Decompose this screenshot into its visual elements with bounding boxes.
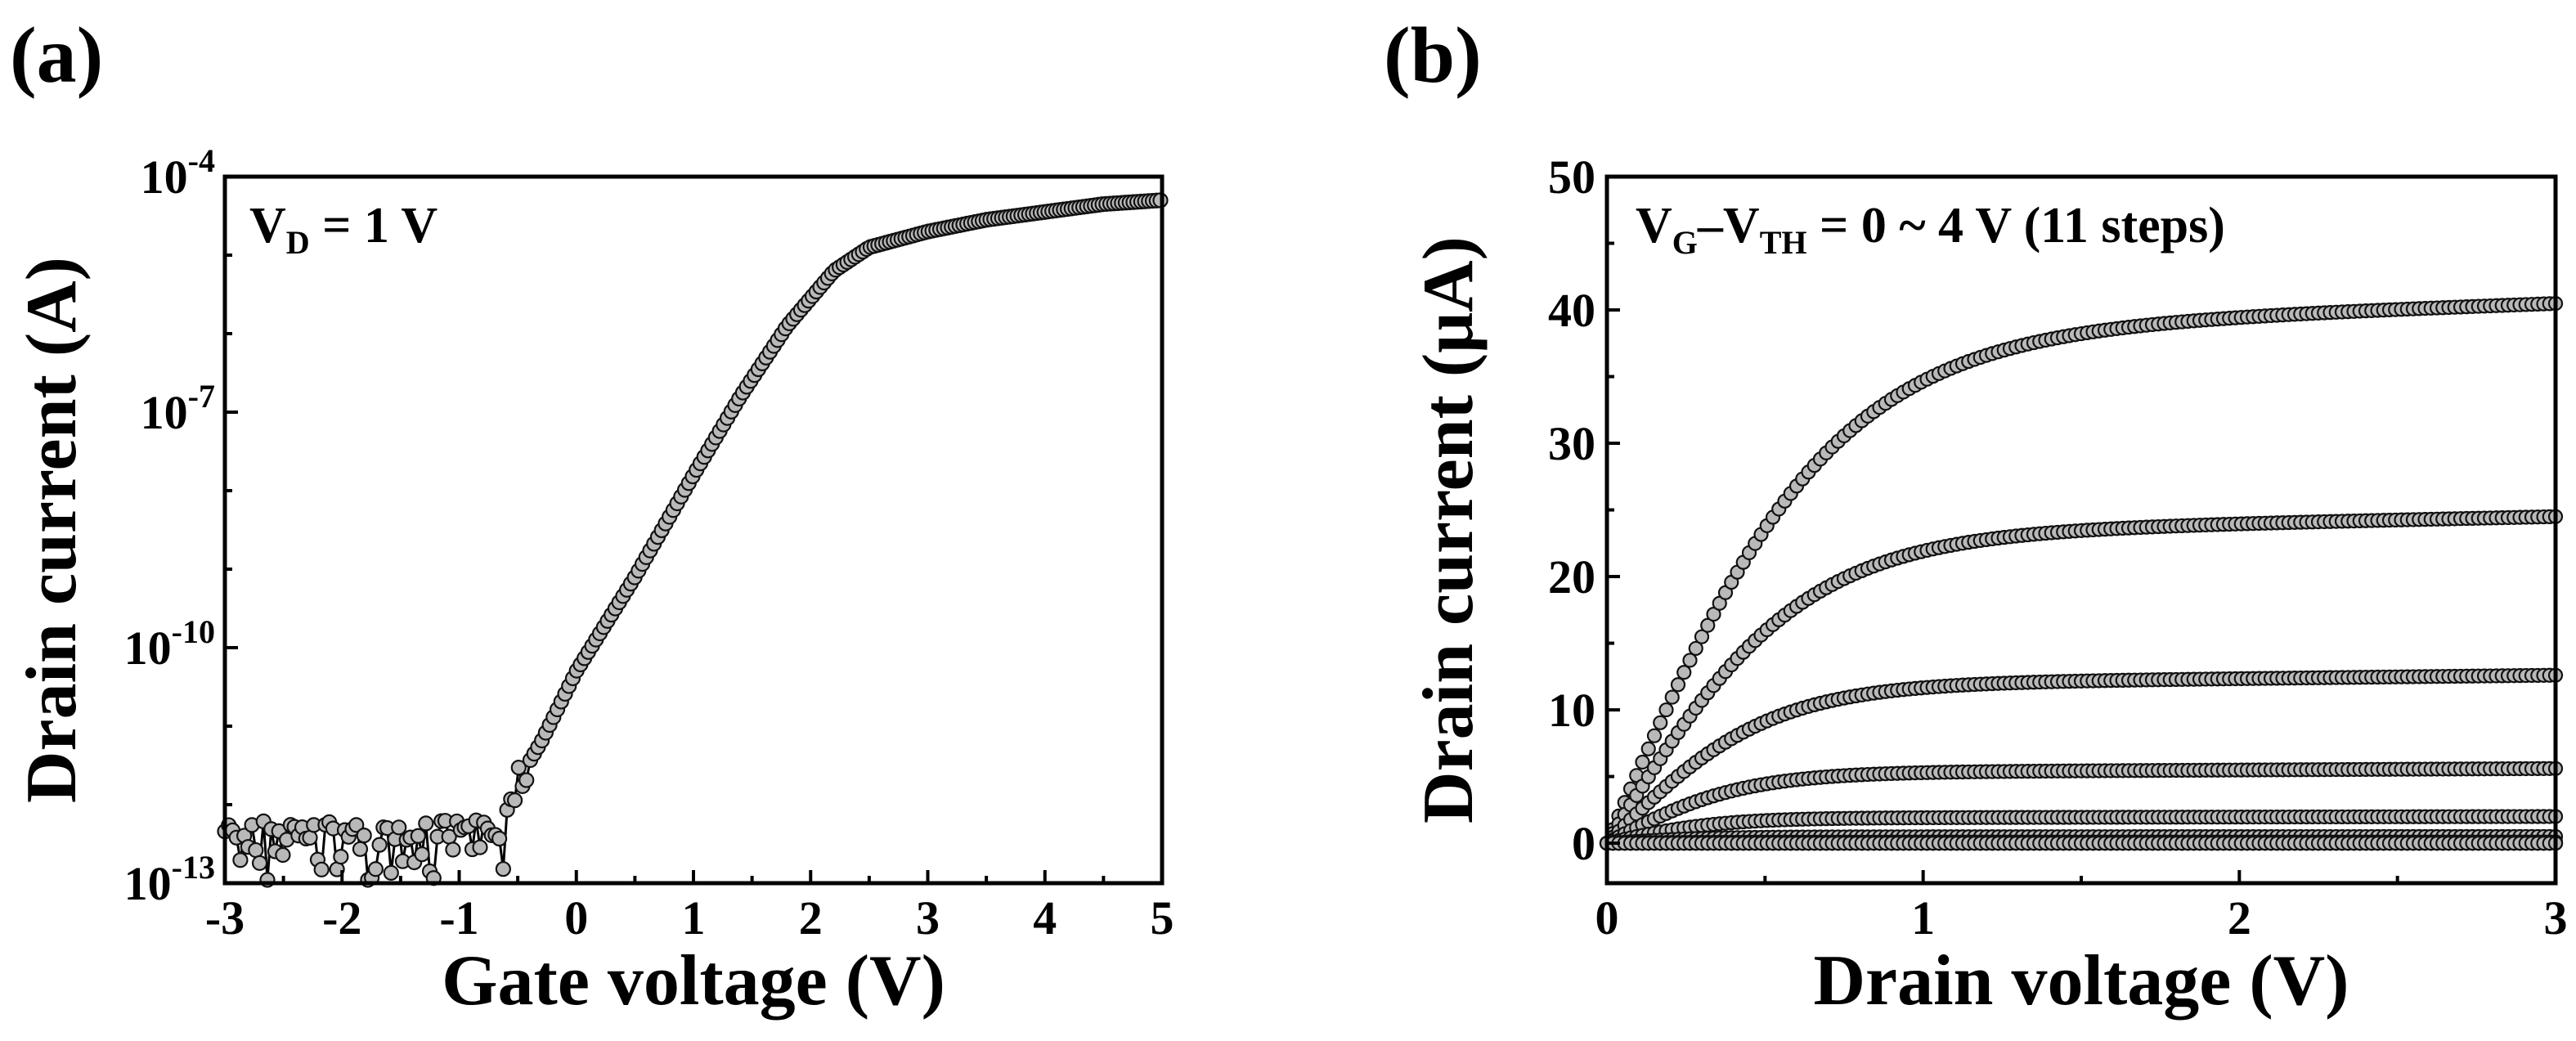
panel-a-data-point	[232, 852, 249, 868]
panel-a-data-point	[333, 848, 349, 865]
panel-a-xtick-label: -1	[439, 891, 478, 945]
panel-a-data-point	[410, 828, 426, 844]
panel-a-data-point	[383, 864, 399, 881]
panel-b-data-point	[1664, 689, 1680, 705]
panel-b-data-point	[1682, 653, 1698, 668]
panel-a-xtick-label: 4	[1033, 891, 1057, 945]
panel-a-frame	[222, 174, 1165, 886]
panel-a-xtick-label: -3	[205, 891, 245, 945]
panel-a-data-point	[275, 846, 291, 864]
panel-b-xtick-label: 1	[1911, 891, 1935, 945]
panel-b-data-point	[1640, 741, 1656, 756]
panel-a-marks	[217, 192, 1169, 888]
panel-a-data-point	[367, 861, 384, 877]
panel-a-data-point	[248, 841, 264, 859]
panel-a: (a) -3 -2 -1 0 1 2 3 4 5 10-4 10-7 10-10 10-13 VD = …	[10, 11, 1174, 1021]
panel-b-ylabel: Drain current (μA)	[1409, 236, 1488, 823]
panel-a-label: (a)	[10, 11, 103, 100]
panel-a-xtick-label: 1	[682, 891, 706, 945]
panel-b-data-point	[1653, 715, 1668, 730]
panel-a-ytick-label: 10-13	[124, 849, 215, 910]
panel-a-data-point	[352, 841, 369, 857]
panel-a-data-point	[418, 815, 434, 832]
panel-a-xlabel: Gate voltage (V)	[442, 941, 945, 1021]
panel-b-label: (b)	[1384, 11, 1482, 100]
panel-a-data-point	[302, 829, 318, 846]
panel-a-series-line	[223, 199, 1161, 882]
panel-b-ytick-label: 10	[1548, 684, 1595, 737]
panel-a-xtick-label: 0	[564, 891, 588, 945]
panel-a-annotation: VD = 1 V	[249, 198, 438, 261]
panel-a-xtick-label: 5	[1151, 891, 1174, 945]
panel-b-ytick-label: 20	[1548, 550, 1595, 604]
panel-b-data-point	[1658, 702, 1674, 718]
panel-a-xtick-label: 2	[799, 891, 823, 945]
panel-a-ytick-label: 10-4	[141, 142, 215, 204]
panel-a-data-point	[495, 861, 511, 877]
panel-a-xtick-label: 3	[916, 891, 940, 945]
panel-a-xtick-label: -2	[322, 891, 361, 945]
panel-a-ticks: -3 -2 -1 0 1 2 3 4 5 10-4 10-7 10-10 10-13	[124, 142, 1174, 945]
panel-b-ytick-label: 30	[1548, 417, 1595, 470]
panel-a-data-point	[414, 846, 430, 863]
panel-a-data-point	[506, 792, 523, 809]
panel-b-data-point	[1646, 728, 1663, 743]
panel-b-ytick-label: 0	[1572, 817, 1595, 870]
panel-a-data-point	[491, 830, 508, 847]
panel-a-data-point	[313, 861, 330, 877]
panel-a-ytick-label: 10-10	[124, 613, 215, 675]
panel-a-ylabel: Drain current (A)	[12, 257, 92, 803]
panel-a-data-point	[356, 827, 372, 844]
panel-b-marks	[1599, 296, 2564, 851]
panel-b-data-point	[1688, 640, 1703, 657]
panel-b-xlabel: Drain voltage (V)	[1814, 941, 2349, 1021]
panel-a-data-point	[391, 819, 407, 836]
panel-b-data-point	[1635, 754, 1650, 770]
panel-b-data-point	[1670, 677, 1686, 693]
panel-b-ytick-label: 40	[1548, 284, 1595, 337]
panel-b-xtick-label: 0	[1595, 891, 1619, 945]
panel-a-data-point	[348, 817, 365, 833]
panel-b-data-point	[1694, 629, 1710, 644]
panel-b-annotation: VG–VTH = 0 ~ 4 V (11 steps)	[1636, 198, 2225, 261]
panel-b-xtick-label: 2	[2228, 891, 2251, 945]
panel-a-data-point	[371, 837, 388, 853]
panel-b-ytick-label: 50	[1548, 150, 1595, 204]
panel-b-xtick-label: 3	[2544, 891, 2568, 945]
panel-b-data-point	[1676, 665, 1692, 680]
panel-a-data-point	[251, 855, 268, 871]
panel-a-data-point	[445, 841, 461, 858]
panel-a-ytick-label: 10-7	[141, 378, 215, 439]
panel-a-data-point	[472, 839, 488, 855]
panel-b-data-point	[1700, 617, 1716, 633]
panel-a-data-point	[510, 760, 527, 776]
panel-a-data-point	[518, 772, 535, 788]
